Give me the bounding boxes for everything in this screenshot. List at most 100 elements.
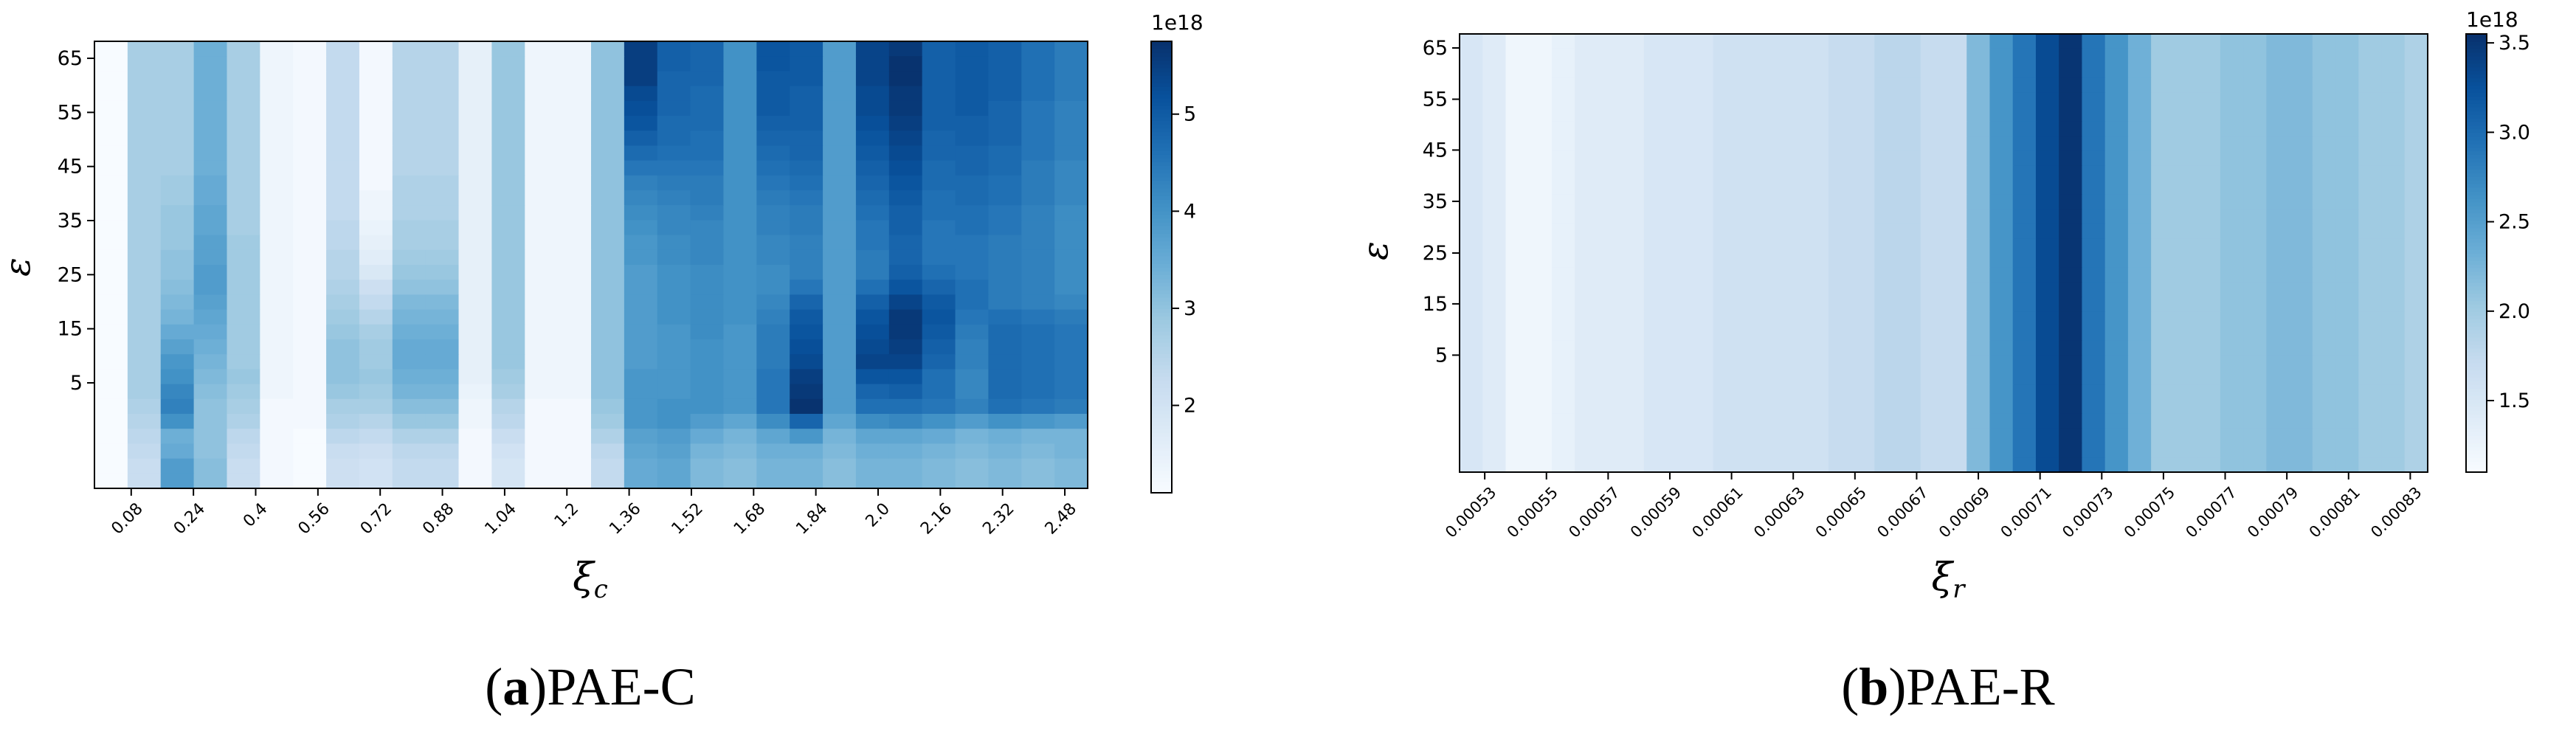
heatmap-cell (922, 458, 956, 474)
colorbar-segment (2466, 143, 2487, 148)
heatmap-cell (193, 414, 228, 429)
heatmap-cell (1643, 355, 1668, 370)
heatmap-cell (1944, 34, 1967, 49)
heatmap-cell (2127, 355, 2152, 370)
heatmap-cell (1021, 56, 1055, 72)
heatmap-cell (988, 280, 1022, 295)
heatmap-cell (922, 309, 956, 325)
heatmap-cell (491, 100, 525, 117)
heatmap-cell (2289, 165, 2313, 181)
x-ticks-pae-r: 0.00053 0.00055 0.00057 0.00059 0.00061 0.000… (1442, 472, 2425, 541)
heatmap-cell (922, 354, 956, 370)
heatmap-cell (1851, 34, 1875, 49)
heatmap-cell (1828, 238, 1852, 254)
heatmap-cell (2335, 384, 2359, 400)
heatmap-cell (756, 249, 790, 266)
heatmap-cell (1667, 77, 1691, 93)
heatmap-cell (591, 145, 625, 162)
heatmap-cell (2289, 92, 2313, 108)
heatmap-cell (1643, 107, 1668, 122)
heatmap-cell (624, 473, 658, 489)
heatmap-cell (1505, 399, 1530, 415)
heatmap-cell (2289, 267, 2313, 283)
heatmap-cell (1667, 384, 1691, 400)
heatmap-cell (1736, 443, 1760, 458)
heatmap-cell (160, 473, 195, 489)
heatmap-cell (2335, 413, 2359, 429)
heatmap-cell (756, 190, 790, 206)
colorbar-segment (2466, 59, 2487, 64)
heatmap-cell (458, 473, 492, 489)
heatmap-cell (1920, 370, 1944, 385)
heatmap-cell (1897, 282, 1921, 297)
colorbar-segment (1151, 120, 1172, 125)
heatmap-cell (458, 205, 492, 221)
heatmap-cell (591, 384, 625, 400)
heatmap-cell (1460, 107, 1483, 122)
heatmap-cell (922, 220, 956, 236)
heatmap-cell (1620, 180, 1645, 195)
heatmap-cell (1851, 107, 1875, 122)
heatmap-cell (1690, 326, 1714, 342)
heatmap-cell (2220, 180, 2244, 195)
heatmap-cell (160, 429, 195, 444)
heatmap-cell (657, 309, 691, 325)
heatmap-cell (1805, 92, 1829, 108)
heatmap-cell (2104, 340, 2129, 356)
heatmap-cell (160, 235, 195, 251)
heatmap-cell (2289, 34, 2313, 49)
heatmap-cell (1920, 384, 1944, 400)
heatmap-cell (2174, 370, 2198, 385)
heatmap-cell (326, 398, 360, 415)
heatmap-cell (1966, 194, 1991, 210)
heatmap-cell (624, 309, 658, 325)
heatmap-cell (260, 354, 294, 370)
heatmap-cell (1528, 399, 1553, 415)
colorbar-segment (1151, 316, 1172, 321)
heatmap-cell (160, 116, 195, 131)
heatmap-cell (1620, 150, 1645, 166)
heatmap-cell (1805, 150, 1829, 166)
heatmap-cell (326, 369, 360, 385)
colorbar-segment (2466, 381, 2487, 385)
heatmap-cell (127, 473, 162, 489)
heatmap-cell (558, 41, 592, 57)
heatmap-cell (1736, 238, 1760, 254)
heatmap-cell (227, 429, 260, 444)
heatmap-cell (2381, 77, 2406, 93)
heatmap-cell (1054, 280, 1088, 295)
heatmap-cell (1966, 224, 1991, 239)
heatmap-cell (657, 190, 691, 206)
heatmap-cell (2082, 224, 2106, 239)
heatmap-cell (2104, 48, 2129, 64)
heatmap-cell (790, 100, 823, 117)
colorbar-segment (1151, 398, 1172, 404)
heatmap-cell (293, 235, 327, 251)
heatmap-cell (1759, 238, 1783, 254)
heatmap-cell (922, 265, 956, 280)
heatmap-cell (1505, 370, 1530, 385)
heatmap-cell (1828, 457, 1852, 473)
heatmap-cell (790, 398, 823, 415)
heatmap-cell (823, 100, 857, 117)
heatmap-cell (756, 145, 790, 162)
colorbar-segment (1151, 455, 1172, 460)
heatmap-cell (690, 235, 725, 251)
heatmap-cell (458, 339, 492, 355)
heatmap-cell (1598, 92, 1622, 108)
heatmap-cell (2012, 297, 2037, 312)
colorbar-segment (2466, 326, 2487, 330)
heatmap-cell (2358, 384, 2383, 400)
heatmap-cell (888, 160, 923, 176)
colorbar-segment (2466, 205, 2487, 210)
heatmap-cell (1643, 311, 1668, 327)
heatmap-cell (1874, 194, 1899, 210)
heatmap-cell (1482, 297, 1507, 312)
heatmap-cell (2104, 165, 2129, 181)
heatmap-cell (2104, 267, 2129, 283)
heatmap-cell (1482, 370, 1507, 385)
heatmap-cell (2151, 267, 2175, 283)
heatmap-cell (2358, 136, 2383, 151)
heatmap-cell (1851, 121, 1875, 137)
heatmap-cell (1575, 224, 1599, 239)
